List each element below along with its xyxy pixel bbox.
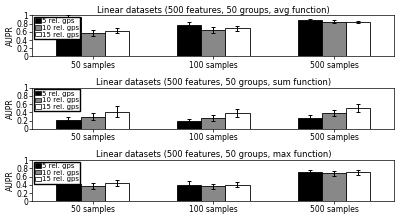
Bar xyxy=(226,29,250,57)
Bar xyxy=(56,16,80,57)
Bar xyxy=(201,30,226,57)
Bar xyxy=(298,20,322,57)
Bar xyxy=(298,118,322,129)
Bar xyxy=(80,117,105,129)
Y-axis label: AUPR: AUPR xyxy=(6,170,14,191)
Y-axis label: AUPR: AUPR xyxy=(6,26,14,46)
Bar xyxy=(346,108,370,129)
Bar xyxy=(80,33,105,57)
Bar xyxy=(322,113,346,129)
Legend: 5 rel. gps, 10 rel. gps, 15 rel. gps: 5 rel. gps, 10 rel. gps, 15 rel. gps xyxy=(34,161,80,184)
Y-axis label: AUPR: AUPR xyxy=(6,98,14,119)
Bar xyxy=(177,121,201,129)
Bar xyxy=(346,172,370,201)
Bar xyxy=(177,185,201,201)
Bar xyxy=(201,187,226,201)
Legend: 5 rel. gps, 10 rel. gps, 15 rel. gps: 5 rel. gps, 10 rel. gps, 15 rel. gps xyxy=(34,89,80,111)
Bar xyxy=(105,183,129,201)
Bar xyxy=(201,118,226,129)
Bar xyxy=(105,112,129,129)
Bar xyxy=(226,113,250,129)
Bar xyxy=(298,172,322,201)
Bar xyxy=(105,31,129,57)
Bar xyxy=(322,22,346,57)
Bar xyxy=(80,186,105,201)
Bar xyxy=(346,22,370,57)
Legend: 5 rel. gps, 10 rel. gps, 15 rel. gps: 5 rel. gps, 10 rel. gps, 15 rel. gps xyxy=(34,17,80,39)
Bar xyxy=(177,25,201,57)
Bar xyxy=(226,185,250,201)
Bar xyxy=(56,120,80,129)
Title: Linear datasets (500 features, 50 groups, avg function): Linear datasets (500 features, 50 groups… xyxy=(97,6,330,15)
Title: Linear datasets (500 features, 50 groups, sum function): Linear datasets (500 features, 50 groups… xyxy=(96,78,331,87)
Bar xyxy=(56,184,80,201)
Bar xyxy=(322,173,346,201)
Title: Linear datasets (500 features, 50 groups, max function): Linear datasets (500 features, 50 groups… xyxy=(96,150,331,159)
